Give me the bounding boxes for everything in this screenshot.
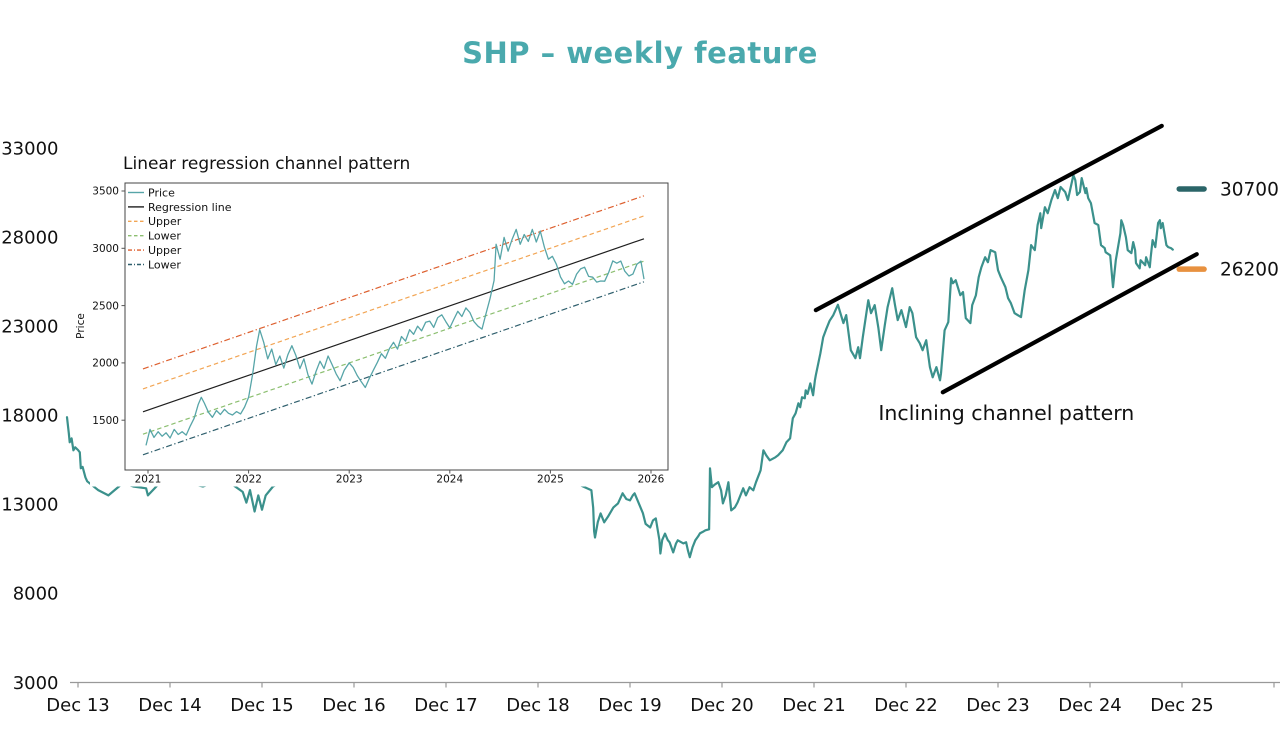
y-tick-label: 8000 [13, 584, 59, 605]
x-tick-label: Dec 20 [690, 695, 753, 716]
y-tick-label: 13000 [1, 495, 58, 516]
x-tick-label: Dec 17 [414, 695, 477, 716]
inset-axes-frame [124, 182, 669, 471]
upper-channel-line [813, 123, 1164, 313]
x-tick-label: Dec 22 [874, 695, 937, 716]
inset-y-tick-label: 2000 [92, 358, 119, 370]
legend-label: Regression line [148, 201, 232, 214]
y-tick-label: 3000 [13, 673, 59, 694]
x-tick-label: Dec 19 [598, 695, 661, 716]
x-tick-label: Dec 15 [230, 695, 293, 716]
legend-label: Upper [148, 215, 182, 228]
y-tick-label: 23000 [1, 316, 58, 337]
x-tick-label: Dec 18 [506, 695, 569, 716]
y-tick-label: 18000 [1, 406, 58, 427]
inset-chart: Linear regression channel pattern Price 35… [75, 148, 672, 487]
inset-x-tick-label: 2024 [436, 474, 463, 486]
upper-line [142, 195, 645, 370]
x-tick-label: Dec 21 [782, 695, 845, 716]
y-tick-label: 28000 [1, 227, 58, 248]
legend-label: Upper [148, 244, 182, 257]
x-tick-label: Dec 23 [966, 695, 1029, 716]
y-tick-label: 33000 [1, 138, 58, 159]
legend-label: Lower [148, 230, 181, 243]
channel-annotation: Inclining channel pattern [878, 401, 1134, 425]
page-title: SHP – weekly feature [462, 36, 818, 70]
main-chart: Dec 13 Dec 14 Dec 15 Dec 16 Dec 17 Dec 18 Dec … [1, 123, 1280, 716]
inset-x-tick-label: 2026 [638, 474, 665, 486]
inset-y-tick-label: 3500 [92, 186, 119, 198]
legend-label: Lower [148, 258, 181, 271]
legend-label: Price [148, 186, 175, 199]
x-tick-label: Dec 14 [138, 695, 201, 716]
inset-y-tick-label: 3000 [92, 243, 119, 255]
x-tick-label: Dec 24 [1058, 695, 1121, 716]
inset-y-tick-label: 2500 [92, 300, 119, 312]
lower-line [142, 260, 645, 435]
regression-line-line [142, 238, 645, 413]
price-marker-label: 30700 [1220, 179, 1279, 200]
inset-title: Linear regression channel pattern [123, 154, 410, 174]
lower-channel-line [940, 252, 1199, 395]
inset-y-tick-label: 1500 [92, 415, 119, 427]
upper-line [142, 215, 645, 390]
lower-line [142, 281, 645, 456]
x-tick-label: Dec 25 [1150, 695, 1213, 716]
inset-x-tick-label: 2022 [235, 474, 262, 486]
inset-x-tick-label: 2025 [537, 474, 564, 486]
inset-x-tick-label: 2021 [135, 474, 162, 486]
x-tick-label: Dec 16 [322, 695, 385, 716]
inset-y-axis-label: Price [75, 313, 87, 339]
inset-x-tick-label: 2023 [336, 474, 363, 486]
inset-price-line [145, 228, 645, 446]
x-tick-label: Dec 13 [46, 695, 109, 716]
price-marker-label: 26200 [1220, 260, 1279, 281]
